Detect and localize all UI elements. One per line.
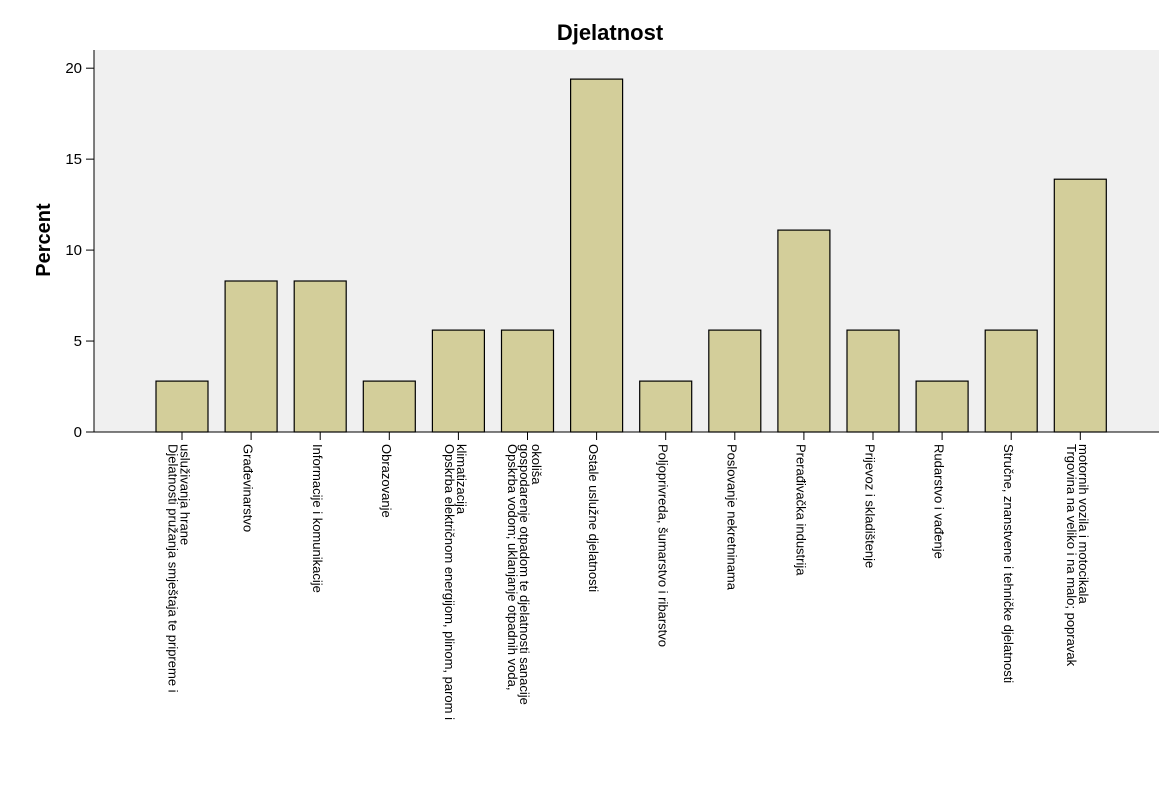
y-tick-label: 5 (74, 333, 82, 350)
category-label: Poljoprivreda, šumarstvo i ribarstvo (655, 444, 670, 647)
category-labels-group: Djelatnosti pružanja smještaja te pripre… (166, 432, 1091, 720)
category-label: Obrazovanje (379, 444, 394, 518)
category-label: motornih vozila i motocikala (1076, 444, 1091, 604)
category-label: Građevinarstvo (241, 444, 256, 532)
chart-title: Djelatnost (557, 20, 664, 45)
bar-1 (155, 380, 209, 433)
bar-4 (362, 380, 416, 433)
category-label: Ostale uslužne djelatnosti (586, 444, 601, 592)
category-label: Poslovanje nekretninama (724, 444, 739, 591)
category-label: klimatizacija (454, 444, 469, 515)
y-axis-label: Percent (33, 203, 55, 277)
category-label: Prijevoz i skladištenje (863, 444, 878, 568)
axes-group: 0 5 10 15 20 (65, 50, 1159, 441)
bar-8 (639, 380, 693, 433)
bar-9 (708, 329, 762, 433)
bar-5 (431, 329, 485, 433)
bar-14 (1053, 178, 1107, 433)
y-tick-label: 20 (65, 60, 82, 77)
category-label: Opskrba vodom; uklanjanje otpadnih voda, (505, 444, 520, 690)
bar-13 (984, 329, 1038, 433)
y-tick-label: 15 (65, 151, 82, 168)
bar-10 (777, 229, 831, 433)
bar-3 (293, 280, 347, 433)
bar-12 (915, 380, 969, 433)
bar-7 (569, 78, 624, 433)
y-tick-label: 0 (74, 424, 82, 441)
bar-2 (224, 280, 278, 433)
category-label: Informacije i komunikacije (310, 444, 325, 593)
category-label: Stručne, znanstvene i tehničke djelatnos… (1001, 444, 1016, 683)
category-label: Opskrba električnom energijom, plinom, p… (442, 444, 457, 720)
category-label: gospodarenje otpadom te djelatnosti sana… (517, 444, 532, 705)
bars-group (155, 78, 1107, 433)
y-tick-label: 10 (65, 242, 82, 259)
category-label: okoliša (529, 444, 544, 485)
bar-6 (500, 329, 555, 433)
category-label: usluživanja hrane (178, 444, 193, 545)
category-label: Prerađivačka industrija (793, 444, 808, 576)
bar-11 (846, 329, 900, 433)
category-label: Trgovina na veliko i na malo; popravak (1064, 444, 1079, 667)
category-label: Djelatnosti pružanja smještaja te pripre… (166, 444, 181, 693)
category-label: Rudarstvo i vađenje (932, 444, 947, 559)
